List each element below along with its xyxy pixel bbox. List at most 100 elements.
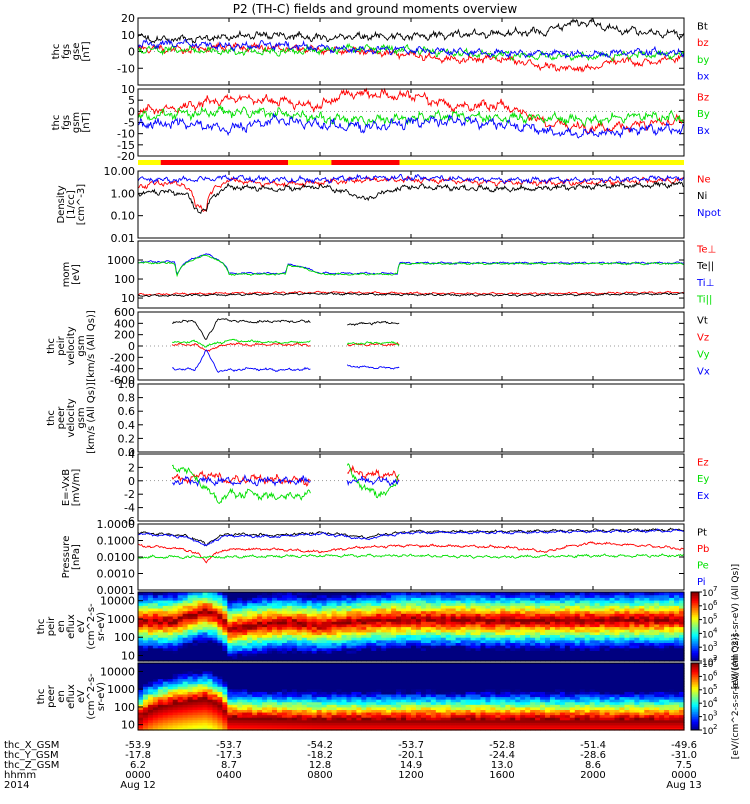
y-axis-label: [km/s (All Qs)] — [86, 310, 97, 382]
series-red-line — [172, 343, 310, 351]
series-red-line — [138, 542, 684, 563]
y-tick-label: 10000 — [100, 665, 135, 678]
colorbar-tick-base: 10 — [702, 644, 714, 654]
colorbar-tick-base: 10 — [702, 630, 714, 640]
colorbar-tick-base: 10 — [702, 589, 714, 599]
series-blue-line — [172, 350, 310, 372]
y-tick-label: 1.00 — [111, 187, 136, 200]
y-tick-label: -20 — [117, 150, 135, 163]
y-tick-label: 0.01 — [111, 232, 136, 245]
y-tick-label: 2 — [128, 461, 135, 474]
panel-peer_eflux: 10000100010010thcpeerenefluxeV(cm^2-s-sr… — [36, 663, 685, 732]
y-axis-label: sr-eV) — [96, 612, 107, 641]
panel-peir_velocity: 6004002000-200-400-600thcpeirvelocitygsm… — [46, 306, 710, 387]
y-tick-label: 1000 — [107, 683, 135, 696]
y-tick-label: 20 — [121, 12, 135, 25]
legend-entry: Ez — [697, 457, 709, 468]
y-axis-label: [km/s (All Qs)] — [86, 382, 97, 454]
legend-entry: Ti⊥ — [696, 278, 714, 289]
panel-frame — [138, 454, 684, 521]
y-tick-label: 10000 — [100, 595, 135, 608]
y-tick-label: 0.2 — [118, 432, 136, 445]
series-blue-line — [138, 40, 684, 59]
y-axis-label: [nPa] — [71, 544, 82, 570]
colorbar-tick-exponent: 3 — [713, 640, 717, 648]
y-tick-label: 1.0 — [118, 378, 136, 391]
y-tick-label: -4 — [124, 502, 135, 515]
colorbar-tick-exponent: 6 — [713, 599, 718, 607]
y-tick-label: 0.4 — [118, 419, 136, 432]
y-tick-label: 10 — [121, 650, 135, 663]
legend-entry: Pt — [697, 527, 707, 538]
panel-frame — [138, 384, 684, 452]
y-tick-label: 100 — [114, 273, 135, 286]
y-tick-label: 0 — [128, 475, 135, 488]
legend-entry: Ey — [697, 474, 709, 485]
y-tick-label: -2 — [124, 488, 135, 501]
y-tick-label: 0.1000 — [97, 535, 136, 548]
colorbar-tick-exponent: 7 — [713, 585, 717, 593]
legend-entry: Npot — [697, 208, 721, 219]
y-axis-label: [cm^-3] — [76, 184, 87, 225]
panel-peer_velocity: 1.00.80.60.40.20.0thcpeervelocitygsm[km/… — [46, 378, 684, 459]
series-blue-line — [347, 365, 399, 369]
legend-entry: Pe — [697, 560, 709, 571]
legend-entry: Te|| — [696, 261, 714, 272]
legend-entry: Bx — [697, 126, 710, 137]
colorbar-tick-exponent: 4 — [713, 626, 718, 634]
legend-entry: bz — [697, 38, 709, 49]
legend-entry: Vy — [697, 350, 710, 361]
legend-entry: Ex — [697, 491, 709, 502]
legend-entry: by — [697, 55, 709, 66]
y-tick-label: -10 — [117, 62, 135, 75]
y-tick-label: 0.0010 — [97, 568, 136, 581]
legend-entry: By — [697, 109, 710, 120]
legend-entry: Vx — [697, 367, 710, 378]
legend-entry: Ti|| — [696, 295, 712, 306]
y-tick-label: 10.00 — [104, 165, 136, 178]
colorbar-tick-exponent: 5 — [713, 613, 717, 621]
series-red-line — [138, 43, 684, 72]
legend-entry: Bz — [697, 92, 709, 103]
legend-entry: Vz — [697, 333, 709, 344]
series-black-line — [172, 319, 310, 340]
y-axis-label: sr-eV) — [96, 682, 107, 711]
y-tick-label: 10 — [121, 292, 135, 305]
panel-density: 10.001.000.100.01Density[1/cc][cm^-3]NeN… — [56, 165, 721, 245]
plot-title: P2 (TH-C) fields and ground moments over… — [233, 2, 518, 16]
panel-pressure: 1.00000.10000.01000.00100.0001Pressure[n… — [61, 518, 709, 597]
y-tick-label: 100 — [114, 701, 135, 714]
y-tick-label: 0 — [128, 46, 135, 59]
legend-entry: Te⊥ — [696, 244, 716, 255]
legend-entry: Vt — [697, 316, 708, 327]
y-axis-label: [eV] — [71, 264, 82, 285]
series-black-line — [347, 321, 399, 325]
y-tick-label: 4 — [128, 448, 135, 461]
legend-entry: Bt — [697, 21, 708, 32]
y-tick-label: 1.0000 — [97, 518, 136, 531]
series-green-line — [138, 255, 684, 276]
y-tick-label: 0.10 — [111, 210, 136, 223]
y-tick-label: 0.6 — [118, 405, 136, 418]
y-tick-label: 1000 — [107, 254, 135, 267]
series-blue-line — [138, 114, 684, 138]
series-green-line — [172, 465, 310, 503]
y-tick-label: 100 — [114, 631, 135, 644]
y-tick-label: 10 — [121, 29, 135, 42]
y-tick-label: 0.0100 — [97, 551, 136, 564]
legend-entry: Pb — [697, 544, 709, 555]
panel-peir_eflux: 10000100010010thcpeirenefluxeV(cm^2-s-sr… — [36, 592, 685, 663]
series-red-line — [172, 472, 310, 486]
legend-entry: Pi — [697, 577, 706, 588]
y-axis-label: [mV/m] — [71, 469, 82, 507]
series-red-line — [138, 177, 684, 212]
y-tick-label: 10 — [121, 719, 135, 732]
legend-entry: bx — [697, 72, 709, 83]
legend-entry: Ni — [697, 191, 707, 202]
y-tick-label: 0.8 — [118, 392, 136, 405]
